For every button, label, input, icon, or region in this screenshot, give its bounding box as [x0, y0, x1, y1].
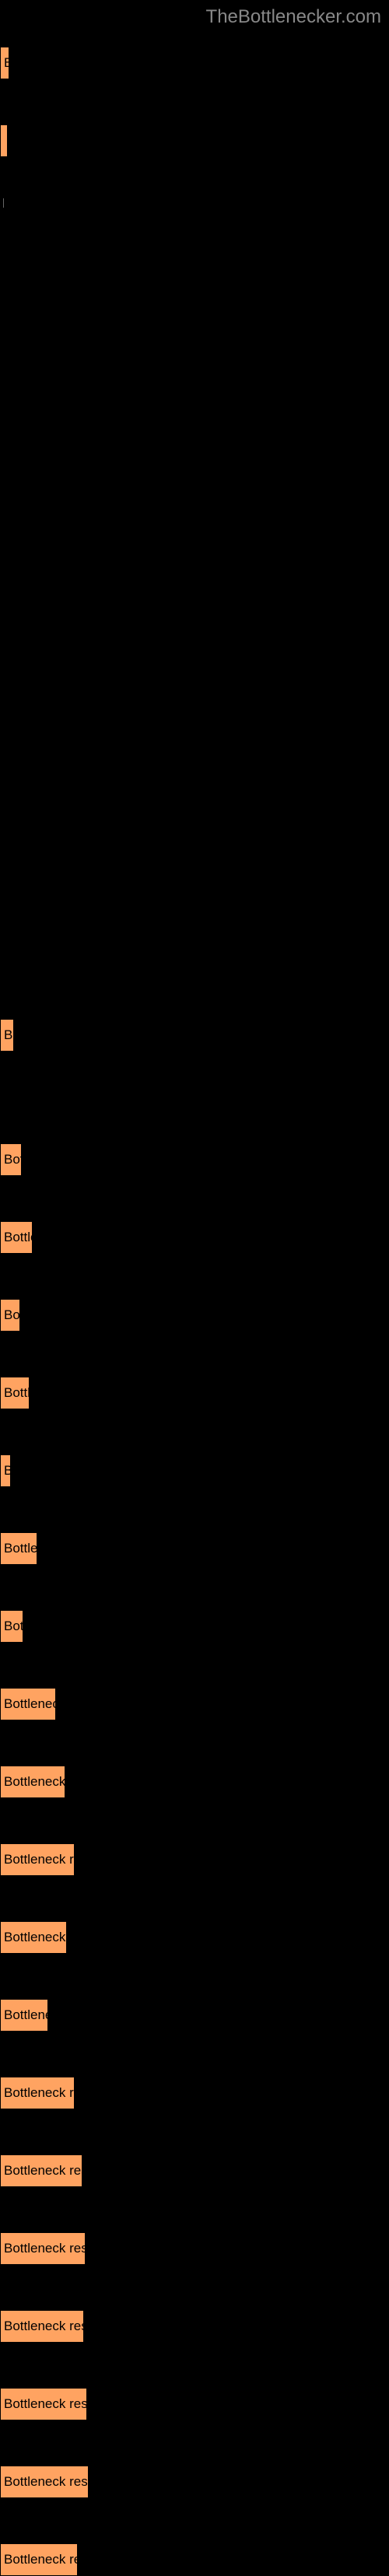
bar-row: Bottleneck resu	[0, 2077, 75, 2109]
bar: Bottleneck res	[0, 1921, 67, 1954]
bar: B	[0, 1454, 11, 1487]
bar-label: Bottleneck resu	[4, 1852, 75, 1867]
bar: Bottleneck resul	[0, 2543, 78, 2576]
bar-row: Bottleneck re	[0, 1766, 65, 1798]
bar-row: Bottle	[0, 1377, 30, 1409]
bar-row: Bottleneck r	[0, 1688, 56, 1720]
bar-label: Bottleneck resul	[4, 2552, 78, 2567]
bar: Bottleneck result	[0, 2388, 87, 2420]
bar: Bottleneck result	[0, 2310, 84, 2343]
bar-row: Bottleneck res	[0, 1921, 67, 1954]
bar-row: Bo	[0, 1019, 14, 1052]
bar-row: Bottlene	[0, 1532, 37, 1565]
bar-row: Bott	[0, 1143, 22, 1176]
bar-label: Bottleneck resu	[4, 2085, 75, 2101]
bar-row: B	[0, 1454, 11, 1487]
bar-row: Bottleneck result	[0, 2310, 84, 2343]
bar: Bottleneck result	[0, 2466, 89, 2498]
bar-row: B	[0, 47, 9, 79]
bar-row: Bott	[0, 1610, 23, 1643]
bar-label: Bottleneck r	[4, 1696, 56, 1712]
bar-label: Bott	[4, 1619, 23, 1634]
bar: Bottleneck result	[0, 2154, 82, 2187]
bar: B	[0, 47, 9, 79]
bar-label: Bottleneck result	[4, 2474, 89, 2490]
bar-label: B	[4, 55, 9, 71]
axis-tick	[3, 198, 4, 208]
bar-label: Bo	[4, 1027, 14, 1043]
bar-row: Bottleneck result	[0, 2388, 87, 2420]
bar-label: Bottle	[4, 1385, 30, 1401]
bar-label: Bott	[4, 1307, 20, 1323]
bar-row: Bott	[0, 1299, 20, 1332]
bar: Bott	[0, 1143, 22, 1176]
bar: Bott	[0, 1610, 23, 1643]
bar: Bottlen	[0, 1221, 33, 1254]
bar-row: Bottleneck	[0, 1999, 48, 2032]
bar: Bottleneck r	[0, 1688, 56, 1720]
bar-label: Bottleneck result	[4, 2163, 82, 2179]
bar-label: Bottleneck result	[4, 2319, 84, 2334]
bar: Bo	[0, 1019, 14, 1052]
bar-row: Bottleneck result	[0, 2232, 86, 2265]
bar: Bottleneck resu	[0, 1843, 75, 1876]
bar-label: Bottlene	[4, 1541, 37, 1556]
bar: Bottleneck re	[0, 1766, 65, 1798]
bar-label: Bottleneck res	[4, 1930, 67, 1945]
bar-row: Bottlen	[0, 1221, 33, 1254]
bar: Bott	[0, 1299, 20, 1332]
bar-label: Bott	[4, 1152, 22, 1167]
bar-row: Bottleneck result	[0, 2154, 82, 2187]
bar-label: Bottlen	[4, 1230, 33, 1245]
bar-label: B	[4, 1463, 11, 1479]
bar-label: Bottleneck re	[4, 1774, 65, 1790]
bar: Bottleneck resu	[0, 2077, 75, 2109]
bar	[0, 124, 8, 157]
bar-row: Bottleneck resul	[0, 2543, 78, 2576]
bar-label: Bottleneck	[4, 2007, 48, 2023]
bar: Bottlene	[0, 1532, 37, 1565]
watermark-text: TheBottlenecker.com	[206, 6, 381, 28]
bar-label: Bottleneck result	[4, 2396, 87, 2412]
bar: Bottleneck	[0, 1999, 48, 2032]
bar-label: Bottleneck result	[4, 2241, 86, 2256]
bar-row: Bottleneck resu	[0, 1843, 75, 1876]
bar-row	[0, 124, 8, 157]
bar: Bottleneck result	[0, 2232, 86, 2265]
bar: Bottle	[0, 1377, 30, 1409]
bar-row: Bottleneck result	[0, 2466, 89, 2498]
